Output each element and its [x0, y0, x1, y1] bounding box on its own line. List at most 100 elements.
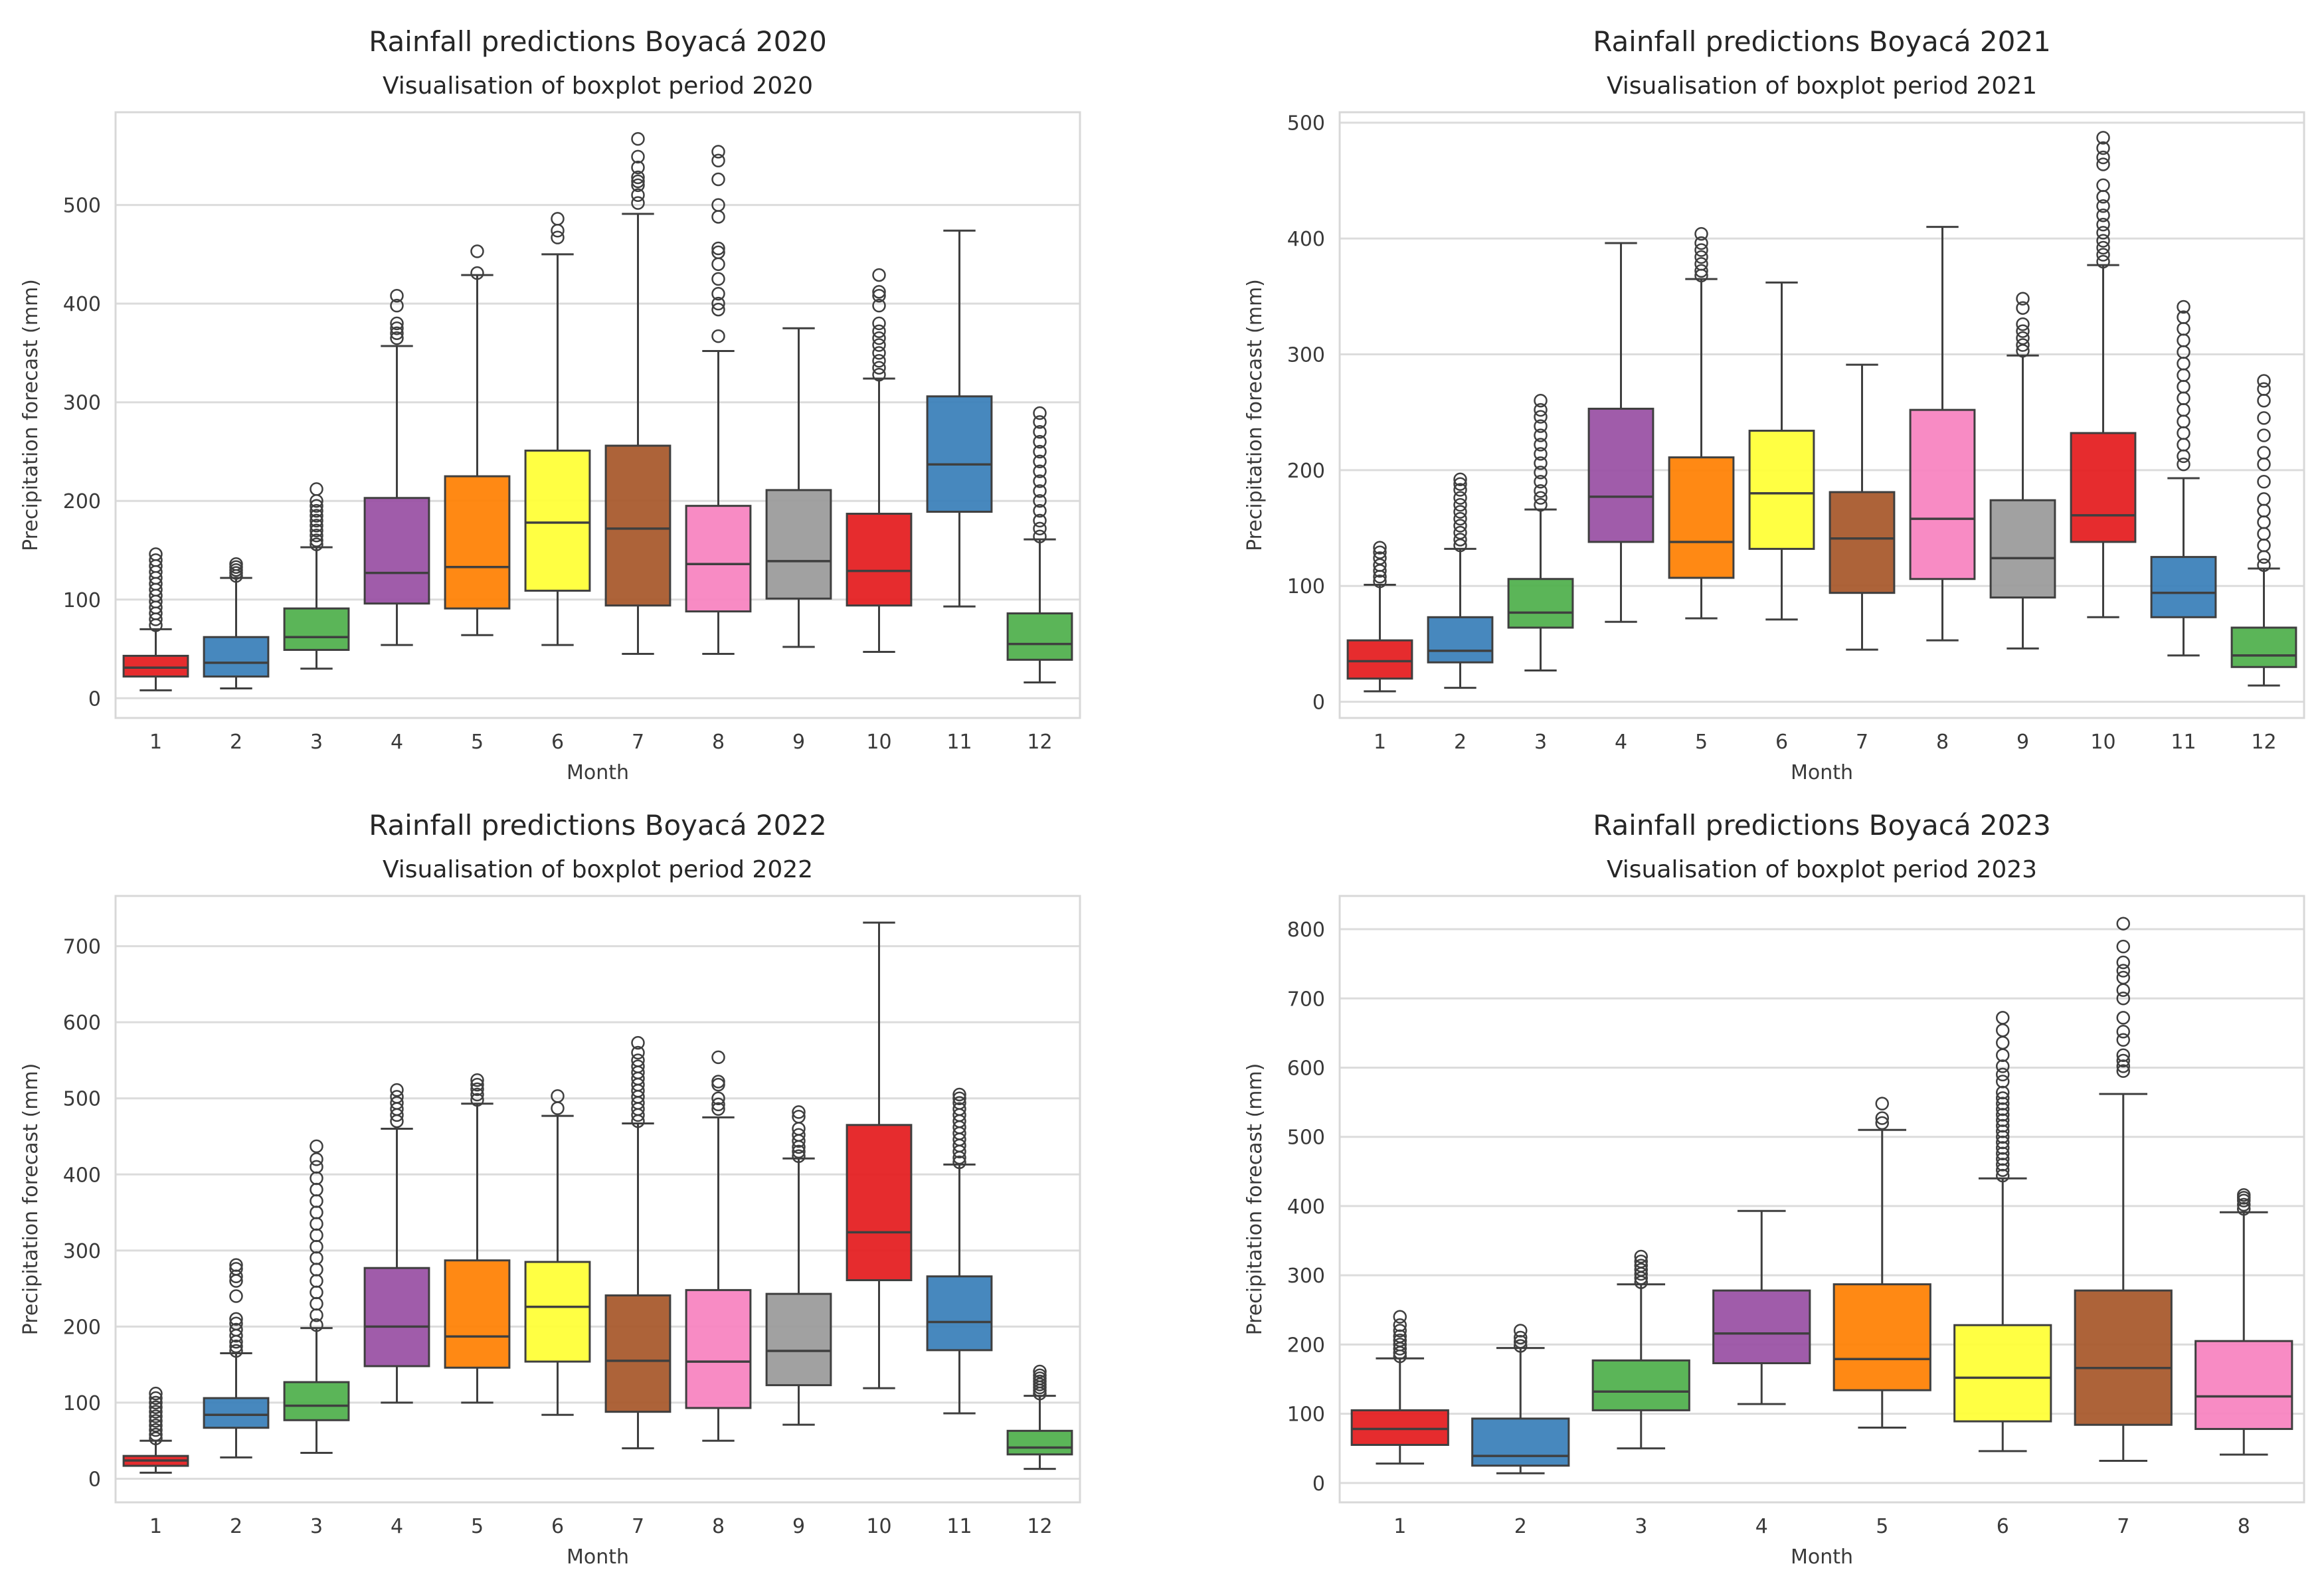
x-axis-label: Month [1791, 761, 1853, 784]
outlier-point [2116, 970, 2130, 985]
outlier-point [1393, 1310, 1407, 1324]
outlier-point [149, 1423, 163, 1437]
box-month-6 [524, 212, 591, 646]
box-iqr [765, 489, 832, 600]
box-month-5 [444, 1073, 511, 1404]
outlier-point [2257, 382, 2271, 397]
y-tick-label: 200 [1287, 460, 1325, 483]
x-tick-label: 4 [1615, 731, 1627, 754]
outlier-point [2096, 178, 2110, 193]
outlier-point [229, 1289, 243, 1303]
y-tick-label: 500 [63, 195, 101, 218]
outlier-point [2116, 1025, 2130, 1039]
outlier-point [711, 153, 725, 168]
outlier-point [1634, 1249, 1648, 1264]
x-tick-label: 12 [2251, 731, 2276, 754]
outlier-point [149, 553, 163, 567]
outlier-point [2116, 1048, 2130, 1062]
outlier-point [2177, 438, 2190, 452]
box-iqr [444, 1259, 511, 1369]
outlier-point [872, 268, 886, 282]
outlier-point [711, 172, 725, 187]
outlier-point [631, 1045, 645, 1060]
outlier-point [711, 329, 725, 343]
x-tick-label: 2 [230, 731, 242, 754]
outlier-point [872, 361, 886, 375]
outlier-point [711, 257, 725, 271]
box-iqr [1668, 456, 1735, 579]
outlier-point [229, 1316, 243, 1331]
outlier-point [229, 1344, 243, 1358]
outlier-point [310, 513, 323, 528]
outlier-point [2257, 475, 2271, 489]
y-tick-label: 200 [1287, 1334, 1325, 1357]
outlier-point [1514, 1334, 1528, 1349]
outlier-point [229, 1262, 243, 1276]
chart-panel-3: Rainfall predictions Boyacá 2022 Visualis… [19, 809, 1081, 1569]
box-iqr [1507, 578, 1574, 629]
x-tick-label: 10 [866, 731, 891, 754]
outlier-point [1373, 551, 1387, 565]
x-tick-label: 10 [2090, 731, 2115, 754]
outlier-point [310, 1318, 323, 1332]
outlier-point [1996, 1141, 2010, 1155]
x-tick-label: 9 [2016, 731, 2029, 754]
box-month-4 [1587, 242, 1654, 623]
outlier-point [390, 289, 404, 303]
outlier-point [631, 196, 645, 210]
x-tick-label: 2 [1454, 731, 1467, 754]
box-month-6 [1748, 281, 1815, 621]
box-iqr [685, 1288, 752, 1409]
box-month-6 [1953, 1011, 2052, 1453]
box-iqr [2074, 1289, 2173, 1426]
outlier-point [1996, 1135, 2010, 1150]
chart-title: Rainfall predictions Boyacá 2021 [1593, 25, 2051, 58]
outlier-point [2116, 992, 2130, 1006]
outlier-point [872, 285, 886, 299]
box-iqr [203, 1397, 270, 1429]
x-tick-label: 4 [1755, 1515, 1768, 1538]
outlier-point [711, 145, 725, 159]
outlier-point [2116, 917, 2130, 930]
outlier-point [1534, 393, 1548, 408]
chart-panel-4: Rainfall predictions Boyacá 2023 Visualis… [1243, 809, 2305, 1569]
outlier-point [2177, 368, 2190, 383]
outlier-point [2257, 538, 2271, 553]
outlier-point [952, 1155, 966, 1170]
outlier-point [2177, 457, 2190, 472]
outlier-point [1694, 250, 1708, 264]
box-iqr [1989, 499, 2056, 599]
box-month-1 [122, 1386, 189, 1474]
box-iqr [283, 607, 350, 652]
box-month-12 [2230, 374, 2297, 687]
outlier-point [2177, 300, 2190, 314]
axes-frame [1338, 895, 2305, 1504]
outlier-point [1996, 1011, 2010, 1025]
box-month-11 [926, 229, 993, 608]
outlier-point [310, 1139, 323, 1154]
y-axis-label: Precipitation forecast (mm) [19, 279, 43, 551]
x-tick-label: 12 [1027, 731, 1052, 754]
x-tick-label: 1 [149, 731, 162, 754]
outlier-point [872, 324, 886, 338]
outlier-point [1996, 1158, 2010, 1172]
outlier-point [2177, 426, 2190, 440]
box-iqr [846, 513, 913, 607]
x-axis-label: Month [567, 1546, 629, 1569]
box-iqr [1006, 612, 1073, 661]
outlier-point [2096, 234, 2110, 248]
box-iqr [1006, 1429, 1073, 1456]
outlier-point [1393, 1333, 1407, 1348]
box-month-5 [444, 244, 511, 636]
outlier-point [229, 1339, 243, 1354]
outlier-point [792, 1109, 806, 1124]
outlier-point [1393, 1318, 1407, 1332]
y-tick-label: 0 [1312, 1472, 1325, 1496]
box-month-11 [926, 1087, 993, 1415]
outlier-point [1694, 264, 1708, 278]
outlier-point [2177, 380, 2190, 394]
outlier-point [2096, 199, 2110, 213]
box-iqr [1591, 1359, 1690, 1411]
box-month-1 [1346, 541, 1413, 693]
outlier-point [1996, 1152, 2010, 1166]
